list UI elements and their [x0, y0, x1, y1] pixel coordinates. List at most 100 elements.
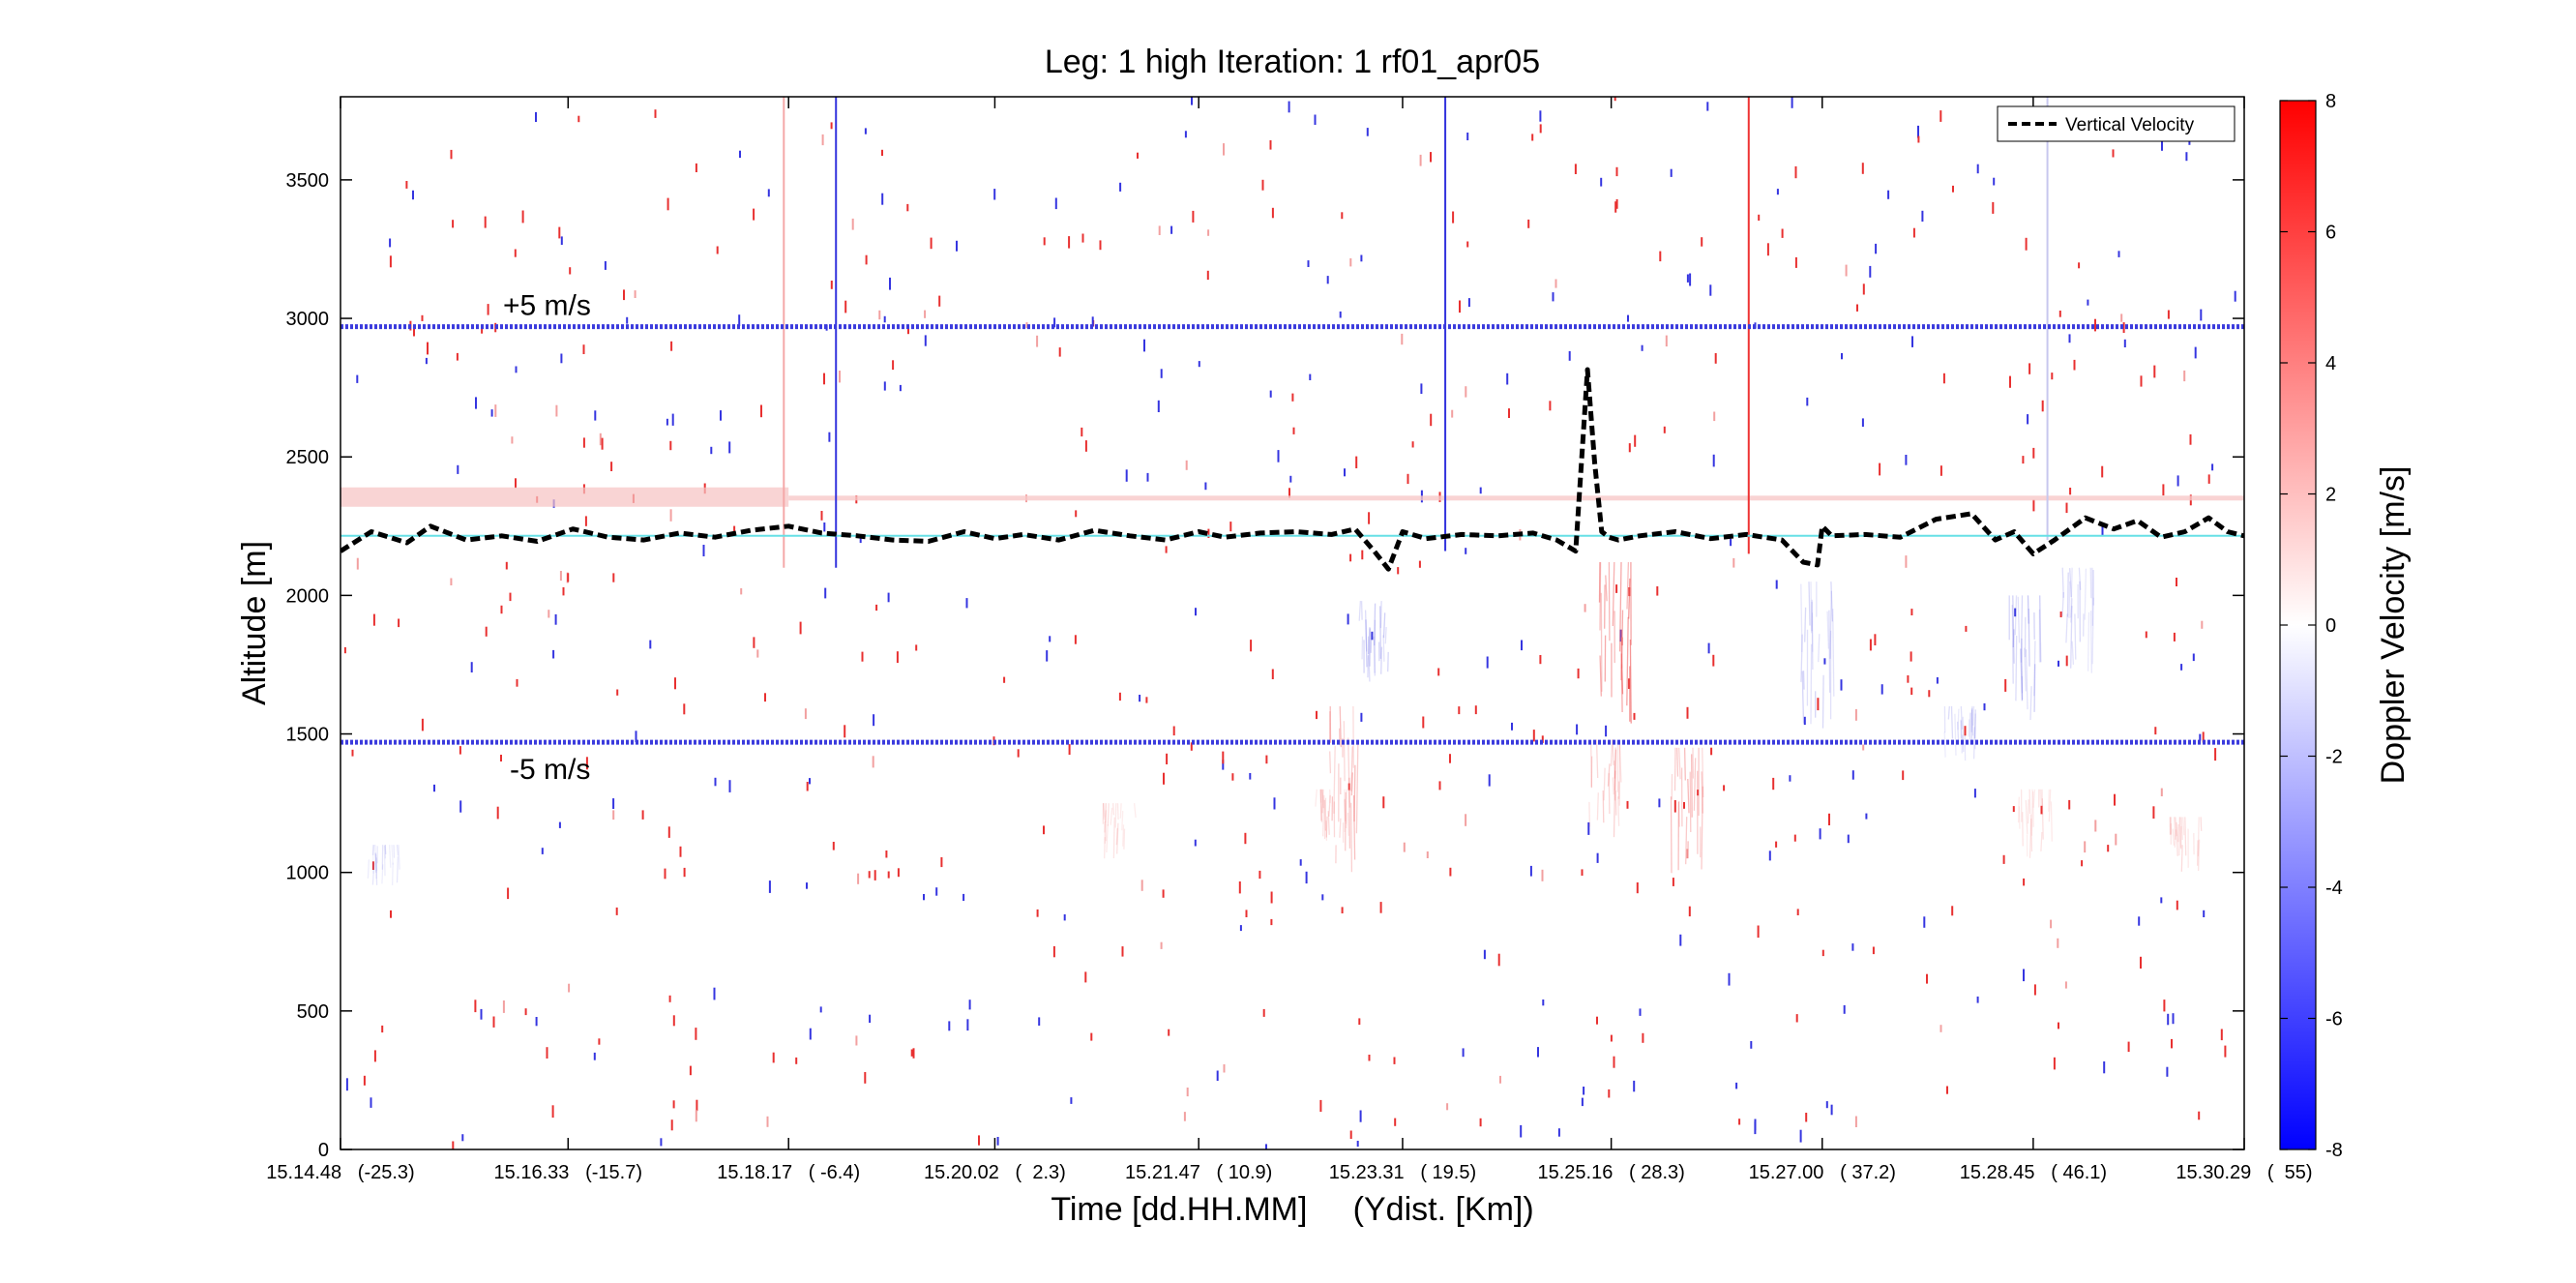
- noise-pixel: [1437, 668, 1440, 676]
- noise-pixel: [1326, 276, 1329, 284]
- echo-streak: [2200, 817, 2203, 831]
- noise-pixel: [1605, 725, 1608, 737]
- noise-pixel: [1735, 1082, 1738, 1089]
- noise-pixel: [2189, 433, 2192, 445]
- noise-pixel: [1355, 456, 1358, 468]
- noise-pixel: [1341, 212, 1344, 220]
- noise-pixel: [1277, 450, 1280, 462]
- echo-streak: [1103, 803, 1105, 821]
- echo-streak: [1602, 790, 1605, 823]
- noise-pixel: [2202, 731, 2205, 743]
- noise-pixel: [1349, 1130, 1352, 1139]
- noise-pixel: [915, 644, 918, 651]
- noise-pixel: [1452, 211, 1455, 224]
- noise-pixel: [405, 181, 408, 189]
- echo-streak: [1628, 578, 1631, 619]
- noise-pixel: [1084, 440, 1087, 452]
- echo-streak: [1821, 674, 1824, 729]
- noise-pixel: [500, 755, 502, 761]
- noise-pixel: [425, 357, 428, 365]
- noise-pixel: [739, 150, 741, 159]
- noise-pixel: [1430, 152, 1432, 163]
- noise-pixel: [2115, 833, 2117, 846]
- echo-streak: [388, 845, 392, 868]
- noise-pixel: [1462, 1048, 1465, 1058]
- noise-pixel: [2152, 806, 2155, 819]
- noise-pixel: [2022, 456, 2025, 464]
- noise-pixel: [2140, 956, 2142, 969]
- noise-pixel: [865, 254, 868, 265]
- noise-pixel: [1449, 867, 1452, 877]
- noise-pixel: [1634, 434, 1637, 447]
- echo-streak: [1364, 610, 1368, 652]
- noise-pixel: [2203, 910, 2206, 917]
- noise-pixel: [1712, 454, 1715, 467]
- noise-pixel: [795, 1057, 798, 1064]
- noise-pixel: [1952, 185, 1954, 193]
- noise-pixel: [2057, 938, 2059, 948]
- noise-pixel: [1772, 777, 1775, 791]
- noise-pixel: [2002, 854, 2005, 864]
- echo-streak: [2048, 789, 2052, 822]
- noise-pixel: [1939, 110, 1942, 122]
- noise-pixel: [452, 1141, 455, 1149]
- noise-pixel: [1596, 852, 1599, 863]
- noise-pixel: [1757, 925, 1760, 939]
- echo-streak: [1379, 601, 1382, 629]
- noise-pixel: [996, 1137, 999, 1146]
- noise-pixel: [669, 440, 672, 451]
- noise-pixel: [1273, 797, 1276, 810]
- noise-pixel: [2028, 363, 2031, 374]
- noise-pixel: [2059, 612, 2062, 617]
- noise-pixel: [660, 1138, 663, 1147]
- noise-pixel: [1673, 800, 1676, 813]
- echo-streak: [1612, 561, 1615, 627]
- noise-pixel: [1195, 608, 1197, 616]
- noise-pixel: [2176, 475, 2179, 487]
- echo-streak: [1614, 749, 1617, 779]
- echo-streak: [1347, 812, 1349, 836]
- noise-pixel: [1539, 110, 1542, 122]
- echo-streak: [2174, 829, 2177, 848]
- noise-pixel: [1875, 243, 1878, 254]
- noise-pixel: [2103, 1061, 2106, 1074]
- echo-streak: [1367, 636, 1371, 682]
- noise-pixel: [2032, 499, 2035, 512]
- noise-pixel: [864, 1072, 867, 1084]
- noise-pixel: [1245, 910, 1248, 917]
- noise-pixel: [2167, 310, 2170, 319]
- noise-pixel: [1581, 1097, 1584, 1107]
- noise-pixel: [1583, 1087, 1585, 1095]
- noise-pixel: [666, 418, 668, 426]
- noise-pixel: [1223, 143, 1225, 156]
- noise-pixel: [760, 404, 762, 418]
- noise-pixel: [2199, 733, 2202, 741]
- noise-pixel: [857, 873, 860, 884]
- noise-pixel: [1541, 869, 1544, 881]
- noise-pixel: [1587, 821, 1590, 835]
- noise-pixel: [753, 208, 755, 221]
- noise-pixel: [1768, 850, 1771, 861]
- noise-pixel: [878, 310, 881, 320]
- noise-pixel: [485, 626, 488, 637]
- echo-streak: [2014, 595, 2018, 636]
- noise-pixel: [938, 295, 941, 307]
- noise-pixel: [502, 1000, 505, 1013]
- noise-pixel: [1299, 859, 1302, 866]
- noise-pixel: [667, 826, 670, 838]
- noise-pixel: [2185, 152, 2188, 162]
- noise-pixel: [481, 324, 484, 334]
- noise-pixel: [2033, 984, 2036, 996]
- noise-pixel: [1223, 1064, 1226, 1073]
- noise-pixel: [505, 561, 508, 570]
- noise-pixel: [1341, 907, 1344, 913]
- noise-pixel: [1527, 219, 1530, 228]
- noise-pixel: [887, 592, 890, 603]
- noise-pixel: [869, 1014, 872, 1023]
- echo-streak: [1353, 764, 1356, 822]
- noise-pixel: [683, 703, 686, 715]
- noise-pixel: [487, 304, 489, 315]
- x-tick-label: 15.25.16 ( 28.3): [1537, 1162, 1684, 1183]
- plus5-annotation: +5 m/s: [503, 290, 591, 322]
